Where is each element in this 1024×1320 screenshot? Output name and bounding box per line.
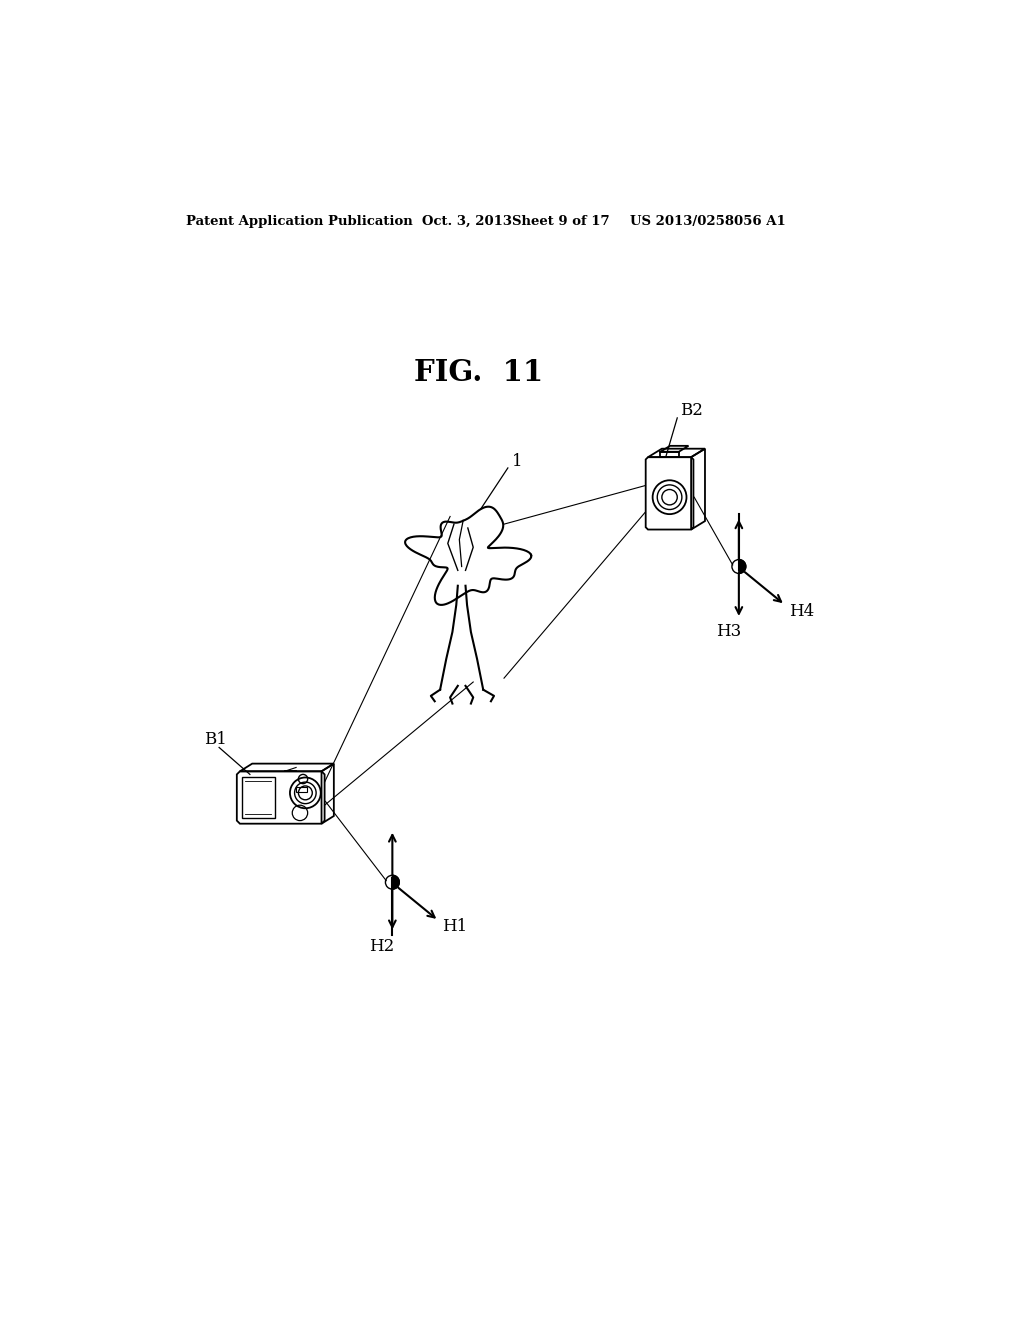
Text: B2: B2 xyxy=(680,401,703,418)
Text: B1: B1 xyxy=(204,731,226,748)
Polygon shape xyxy=(392,875,399,890)
Polygon shape xyxy=(739,560,745,573)
Text: Patent Application Publication: Patent Application Publication xyxy=(186,215,413,228)
Text: H4: H4 xyxy=(788,603,814,619)
Text: H1: H1 xyxy=(442,919,468,936)
Text: US 2013/0258056 A1: US 2013/0258056 A1 xyxy=(630,215,785,228)
Text: Oct. 3, 2013: Oct. 3, 2013 xyxy=(422,215,512,228)
Text: FIG.  11: FIG. 11 xyxy=(414,358,543,387)
Text: H2: H2 xyxy=(370,939,394,956)
Text: H3: H3 xyxy=(716,623,741,640)
Text: Sheet 9 of 17: Sheet 9 of 17 xyxy=(512,215,610,228)
Text: 1: 1 xyxy=(512,453,522,470)
